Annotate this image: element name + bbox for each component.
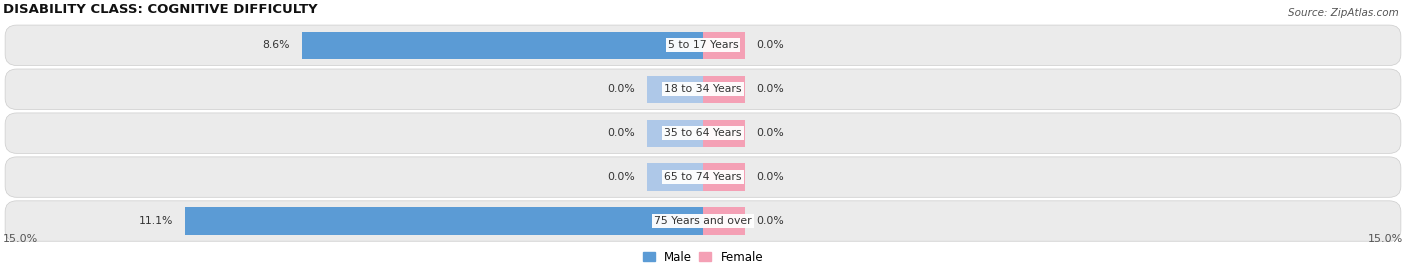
Text: DISABILITY CLASS: COGNITIVE DIFFICULTY: DISABILITY CLASS: COGNITIVE DIFFICULTY	[3, 3, 318, 16]
Text: 18 to 34 Years: 18 to 34 Years	[664, 84, 742, 94]
Text: 15.0%: 15.0%	[1368, 234, 1403, 244]
Text: 0.0%: 0.0%	[756, 128, 785, 138]
Bar	[184, 207, 703, 235]
Text: 0.0%: 0.0%	[607, 84, 636, 94]
Text: 0.0%: 0.0%	[756, 172, 785, 182]
Bar	[647, 164, 703, 191]
Bar	[301, 32, 703, 59]
FancyBboxPatch shape	[6, 69, 1400, 109]
Bar	[703, 32, 745, 59]
Text: 0.0%: 0.0%	[607, 172, 636, 182]
Text: 0.0%: 0.0%	[756, 84, 785, 94]
Text: 65 to 74 Years: 65 to 74 Years	[664, 172, 742, 182]
Text: 15.0%: 15.0%	[3, 234, 38, 244]
Text: 35 to 64 Years: 35 to 64 Years	[664, 128, 742, 138]
Bar	[647, 76, 703, 103]
Text: 0.0%: 0.0%	[756, 40, 785, 50]
Text: 75 Years and over: 75 Years and over	[654, 216, 752, 226]
FancyBboxPatch shape	[6, 201, 1400, 241]
Bar	[647, 119, 703, 147]
Text: 0.0%: 0.0%	[756, 216, 785, 226]
FancyBboxPatch shape	[6, 113, 1400, 153]
Bar	[703, 164, 745, 191]
FancyBboxPatch shape	[6, 157, 1400, 197]
Bar	[703, 207, 745, 235]
Text: Source: ZipAtlas.com: Source: ZipAtlas.com	[1288, 8, 1399, 18]
FancyBboxPatch shape	[6, 25, 1400, 65]
Text: 0.0%: 0.0%	[607, 128, 636, 138]
Text: 11.1%: 11.1%	[139, 216, 173, 226]
Bar	[703, 119, 745, 147]
Text: 5 to 17 Years: 5 to 17 Years	[668, 40, 738, 50]
Bar	[703, 76, 745, 103]
Text: 8.6%: 8.6%	[263, 40, 290, 50]
Legend: Male, Female: Male, Female	[638, 246, 768, 268]
